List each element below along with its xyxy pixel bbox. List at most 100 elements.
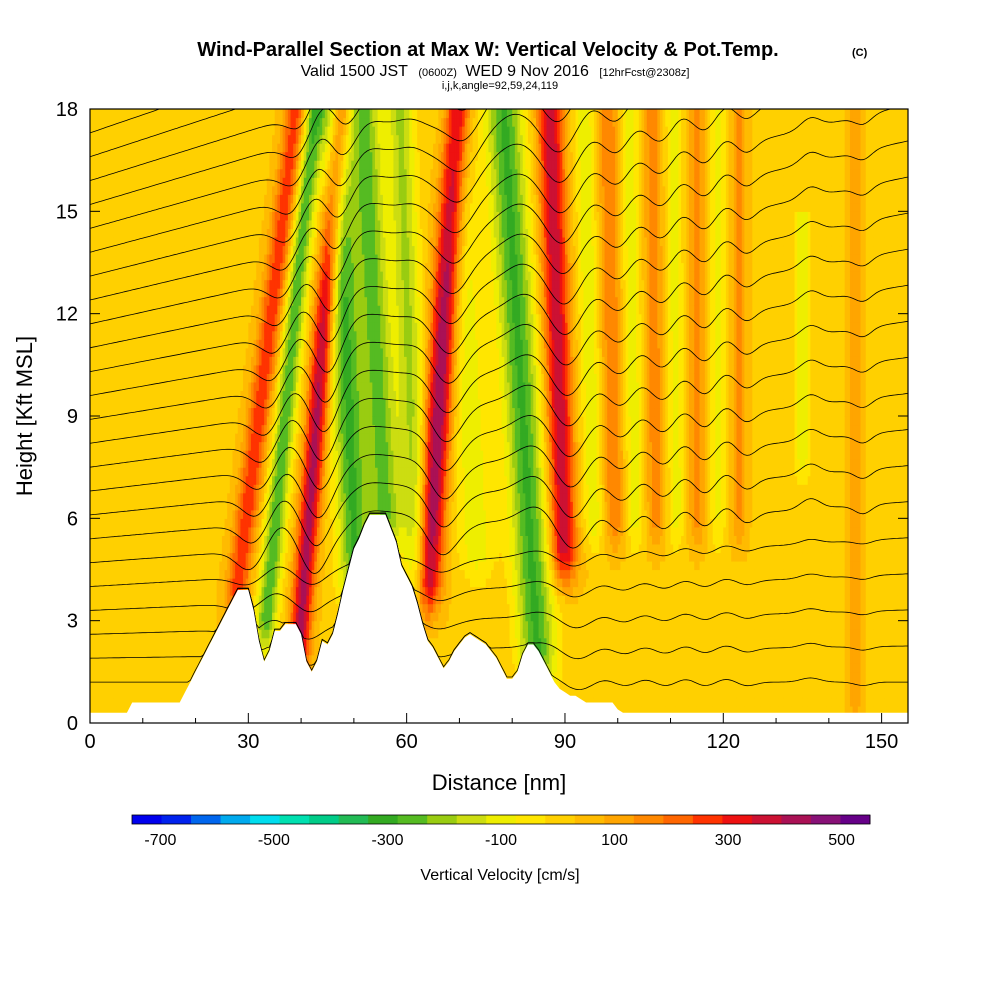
velocity-cell <box>174 543 178 554</box>
velocity-cell <box>119 688 123 699</box>
velocity-cell <box>121 296 125 306</box>
velocity-cell <box>92 194 96 204</box>
velocity-cell <box>198 330 202 340</box>
velocity-cell <box>100 381 104 392</box>
velocity-cell <box>190 219 194 229</box>
velocity-cell <box>208 134 212 144</box>
velocity-cell <box>126 245 131 255</box>
velocity-cell <box>182 501 186 511</box>
velocity-cell <box>203 339 207 349</box>
velocity-cell <box>97 535 102 545</box>
velocity-cell <box>153 160 157 170</box>
velocity-cell <box>142 467 147 477</box>
velocity-cell <box>219 416 223 426</box>
velocity-cell <box>142 526 147 536</box>
velocity-cell <box>216 381 220 392</box>
velocity-cell <box>182 160 186 170</box>
velocity-cell <box>214 595 218 605</box>
velocity-cell <box>177 509 181 519</box>
velocity-cell <box>137 288 141 298</box>
velocity-cell <box>216 424 220 434</box>
velocity-cell <box>140 501 144 511</box>
velocity-cell <box>206 501 210 511</box>
velocity-cell <box>103 271 107 281</box>
velocity-cell <box>119 228 123 238</box>
velocity-cell <box>137 637 141 647</box>
velocity-cell <box>163 109 168 119</box>
velocity-cell <box>169 501 173 511</box>
velocity-cell <box>92 612 96 622</box>
velocity-cell <box>198 347 202 357</box>
velocity-cell <box>137 322 141 332</box>
velocity-cell <box>161 663 165 673</box>
velocity-cell <box>155 458 160 468</box>
velocity-cell <box>203 526 207 536</box>
velocity-cell <box>121 236 125 247</box>
velocity-cell <box>163 194 168 204</box>
velocity-cell <box>124 143 128 153</box>
velocity-cell <box>100 143 104 153</box>
velocity-cell <box>119 381 123 392</box>
velocity-cell <box>219 126 223 136</box>
velocity-cell <box>113 202 117 212</box>
velocity-cell <box>145 202 149 212</box>
velocity-cell <box>124 322 128 332</box>
velocity-cell <box>161 620 165 630</box>
velocity-cell <box>198 458 202 468</box>
velocity-cell <box>200 612 205 622</box>
velocity-cell <box>132 458 136 468</box>
velocity-cell <box>108 177 112 187</box>
velocity-cell <box>100 654 104 664</box>
velocity-cell <box>119 313 123 323</box>
velocity-cell <box>195 629 199 639</box>
velocity-cell <box>166 586 170 596</box>
velocity-cell <box>200 126 205 136</box>
velocity-cell <box>195 160 199 170</box>
velocity-cell <box>208 475 212 485</box>
velocity-cell <box>134 202 139 212</box>
velocity-cell <box>140 535 144 545</box>
velocity-cell <box>192 467 197 477</box>
velocity-cell <box>182 262 186 272</box>
velocity-cell <box>184 296 189 306</box>
velocity-cell <box>103 117 107 127</box>
velocity-cell <box>174 364 178 374</box>
velocity-cell <box>126 134 131 144</box>
velocity-cell <box>158 390 162 400</box>
velocity-cell <box>137 177 141 187</box>
velocity-cell <box>145 484 149 494</box>
velocity-cell <box>103 160 107 170</box>
velocity-cell <box>121 211 125 221</box>
velocity-cell <box>142 433 147 443</box>
velocity-cell <box>206 612 210 622</box>
velocity-cell <box>132 117 136 127</box>
velocity-cell <box>195 390 199 400</box>
velocity-cell <box>179 177 183 187</box>
velocity-cell <box>182 569 186 579</box>
velocity-cell <box>211 526 215 536</box>
velocity-cell <box>161 697 165 707</box>
velocity-cell <box>198 245 202 255</box>
velocity-cell <box>198 518 202 528</box>
velocity-cell <box>121 347 125 357</box>
velocity-cell <box>119 424 123 434</box>
velocity-cell <box>219 595 223 605</box>
velocity-cell <box>158 518 162 528</box>
velocity-cell <box>187 509 191 519</box>
velocity-cell <box>171 475 176 485</box>
velocity-cell <box>142 245 147 255</box>
velocity-cell <box>103 398 107 409</box>
velocity-cell <box>134 458 139 468</box>
velocity-cell <box>132 552 136 562</box>
velocity-cell <box>134 313 139 323</box>
velocity-cell <box>113 697 117 707</box>
velocity-cell <box>105 433 110 443</box>
velocity-cell <box>137 347 141 357</box>
velocity-cell <box>198 219 202 229</box>
velocity-cell <box>124 569 128 579</box>
velocity-cell <box>198 467 202 477</box>
velocity-cell <box>203 185 207 195</box>
velocity-cell <box>90 620 94 630</box>
velocity-cell <box>145 450 149 460</box>
velocity-cell <box>124 475 128 485</box>
